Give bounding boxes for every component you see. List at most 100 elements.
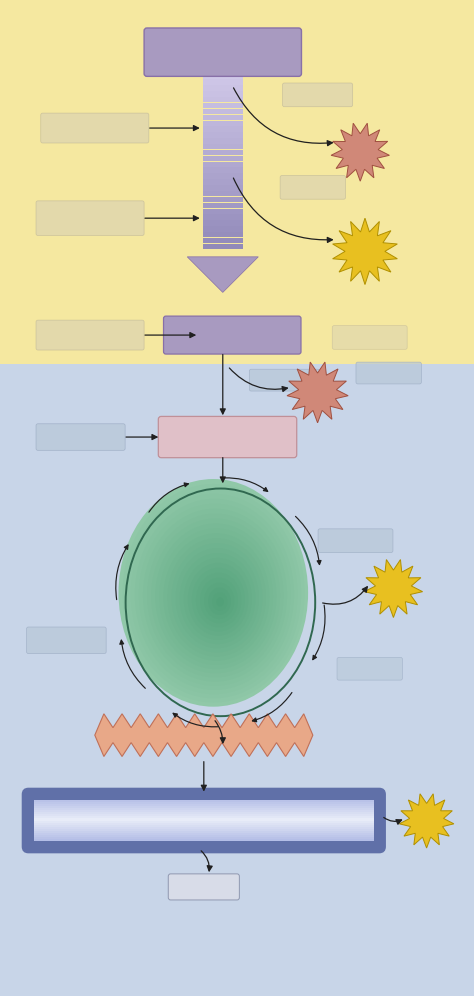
Bar (203, 74, 243, 79)
Bar (203, 191, 243, 196)
FancyBboxPatch shape (34, 827, 374, 829)
Polygon shape (364, 560, 423, 618)
FancyBboxPatch shape (34, 800, 374, 802)
Bar (203, 138, 243, 143)
FancyBboxPatch shape (36, 423, 125, 450)
Bar (203, 179, 243, 184)
FancyBboxPatch shape (36, 320, 144, 350)
FancyBboxPatch shape (36, 201, 144, 235)
FancyBboxPatch shape (34, 808, 374, 811)
FancyBboxPatch shape (34, 831, 374, 833)
Ellipse shape (180, 553, 255, 644)
Bar (203, 92, 243, 97)
Ellipse shape (200, 578, 238, 623)
Ellipse shape (196, 573, 241, 627)
Ellipse shape (204, 583, 235, 620)
Bar (203, 208, 243, 214)
FancyBboxPatch shape (34, 816, 374, 819)
Ellipse shape (172, 543, 263, 652)
FancyBboxPatch shape (34, 821, 374, 823)
Bar (203, 197, 243, 202)
Bar (203, 132, 243, 137)
FancyBboxPatch shape (356, 363, 421, 383)
FancyBboxPatch shape (23, 789, 385, 853)
FancyBboxPatch shape (27, 627, 106, 653)
Ellipse shape (131, 494, 298, 694)
FancyBboxPatch shape (34, 819, 374, 821)
Bar (203, 161, 243, 167)
Bar (203, 155, 243, 161)
FancyBboxPatch shape (34, 806, 374, 809)
FancyBboxPatch shape (34, 823, 374, 825)
Ellipse shape (164, 533, 270, 660)
Ellipse shape (135, 499, 294, 690)
Bar (203, 103, 243, 109)
Bar (203, 115, 243, 121)
Bar (203, 226, 243, 232)
Bar (203, 121, 243, 125)
FancyBboxPatch shape (34, 825, 374, 827)
Bar (203, 238, 243, 243)
FancyBboxPatch shape (34, 814, 374, 817)
FancyBboxPatch shape (34, 835, 374, 837)
Ellipse shape (155, 524, 276, 669)
Polygon shape (333, 218, 397, 285)
Ellipse shape (123, 484, 305, 702)
Ellipse shape (118, 479, 308, 707)
FancyBboxPatch shape (332, 326, 407, 350)
FancyBboxPatch shape (144, 28, 301, 77)
Ellipse shape (139, 504, 291, 686)
Ellipse shape (212, 593, 228, 611)
Polygon shape (95, 714, 313, 757)
FancyBboxPatch shape (34, 839, 374, 841)
Bar (203, 144, 243, 149)
FancyBboxPatch shape (283, 83, 353, 107)
Ellipse shape (192, 568, 245, 631)
FancyBboxPatch shape (34, 804, 374, 806)
Bar (203, 203, 243, 208)
Bar (0, 0, 474, 364)
Ellipse shape (147, 514, 283, 677)
FancyBboxPatch shape (34, 833, 374, 835)
Ellipse shape (184, 558, 252, 639)
FancyBboxPatch shape (34, 837, 374, 839)
FancyBboxPatch shape (164, 316, 301, 354)
Ellipse shape (216, 598, 224, 607)
FancyBboxPatch shape (337, 657, 402, 680)
Polygon shape (331, 124, 390, 181)
Bar (0, 364, 474, 996)
Ellipse shape (151, 519, 280, 673)
Bar (203, 173, 243, 178)
Ellipse shape (167, 538, 266, 656)
Bar (203, 232, 243, 237)
Ellipse shape (208, 588, 231, 615)
Polygon shape (187, 257, 258, 293)
Bar (203, 149, 243, 155)
Ellipse shape (188, 563, 248, 635)
Bar (203, 185, 243, 190)
Ellipse shape (143, 509, 287, 681)
Bar (203, 244, 243, 249)
FancyBboxPatch shape (34, 810, 374, 813)
Bar (203, 109, 243, 115)
Polygon shape (399, 794, 454, 848)
Bar (203, 214, 243, 220)
Bar (203, 126, 243, 131)
FancyBboxPatch shape (34, 829, 374, 831)
FancyBboxPatch shape (41, 114, 149, 143)
FancyBboxPatch shape (280, 175, 346, 199)
FancyBboxPatch shape (34, 812, 374, 815)
FancyBboxPatch shape (158, 416, 297, 458)
Ellipse shape (175, 548, 259, 648)
Ellipse shape (127, 489, 301, 698)
Ellipse shape (159, 528, 273, 665)
FancyBboxPatch shape (34, 802, 374, 804)
Bar (203, 80, 243, 85)
Polygon shape (287, 363, 348, 423)
Bar (203, 97, 243, 103)
Bar (203, 86, 243, 91)
FancyBboxPatch shape (168, 873, 239, 900)
Bar (203, 167, 243, 173)
FancyBboxPatch shape (249, 370, 319, 391)
Bar (203, 220, 243, 226)
